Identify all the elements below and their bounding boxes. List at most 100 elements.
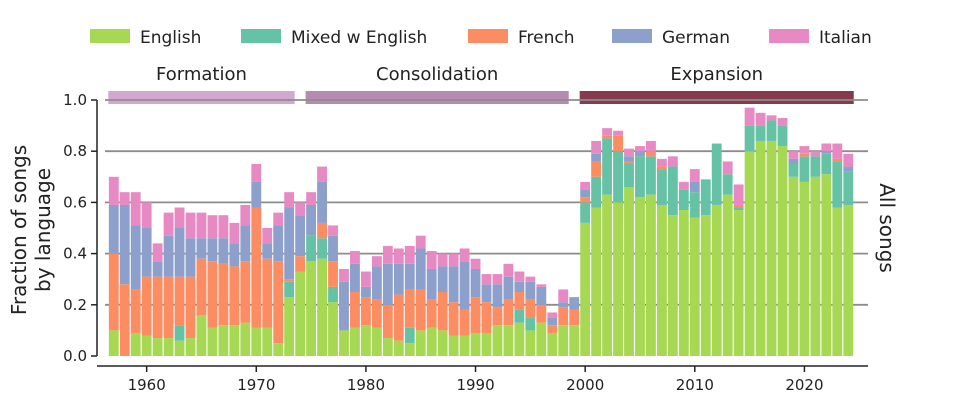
bar-2018 [777,117,788,356]
bar-segment-italian [591,140,602,154]
bar-segment-german [328,235,338,262]
bar-segment-italian [799,146,810,154]
bar-segment-english [284,297,295,356]
bar-segment-italian [119,192,130,205]
bar-1981 [371,256,382,356]
bar-1962 [163,212,174,356]
bar-segment-german [415,248,426,290]
bar-segment-german [350,263,360,292]
bar-1997 [547,312,558,356]
bar-segment-mixed-w-english [284,281,295,298]
bar-segment-german [207,238,218,262]
bar-segment-english [371,327,382,356]
bar-segment-english [547,332,558,356]
bar-segment-german [196,238,207,259]
bar-segment-mixed-w-english [328,286,338,303]
bar-2021 [810,151,821,356]
bar-segment-german [284,207,295,280]
bar-segment-french [591,161,602,177]
y-tick-label: 1.0 [63,91,87,109]
bar-segment-mixed-w-english [722,174,733,195]
bar-segment-english [415,330,426,356]
x-tick-label: 1980 [347,376,385,394]
bar-segment-mixed-w-english [580,202,591,223]
bar-segment-english [843,204,854,356]
bar-segment-english [470,332,481,356]
bar-segment-mixed-w-english [525,317,536,331]
bar-segment-italian [382,245,393,264]
bar-1965 [196,212,207,356]
bar-segment-german [580,189,591,198]
bar-segment-mixed-w-english [678,189,689,211]
bar-segment-french [569,309,580,326]
bar-2016 [755,112,766,356]
bar-segment-german [393,263,404,295]
y-tick-label: 0.8 [63,142,87,160]
bar-segment-german [426,268,437,300]
bar-segment-italian [766,115,777,121]
y-axis-title-line2: by language [31,168,55,292]
bar-segment-french [163,276,174,339]
bar-segment-german [689,181,700,193]
bar-segment-english [722,194,733,356]
bar-segment-mixed-w-english [306,235,317,262]
bar-segment-mixed-w-english [766,120,777,141]
bar-segment-italian [251,164,262,182]
bar-segment-german [525,281,536,300]
bar-segment-italian [108,176,119,205]
bar-segment-english [711,204,722,356]
bar-2024 [843,153,854,356]
x-tick-label: 1970 [237,376,275,394]
bar-segment-german [295,215,306,257]
bar-segment-german [591,153,602,162]
bar-segment-english [306,261,317,356]
bar-segment-mixed-w-english [821,153,832,175]
bar-segment-english [821,174,832,356]
bar-segment-french [437,292,448,331]
bar-segment-german [492,284,503,308]
bar-1995 [525,276,536,356]
bar-segment-english [328,302,338,356]
bar-segment-mixed-w-english [656,169,667,205]
bar-1978 [339,268,349,356]
bar-segment-french [174,276,185,326]
bar-2011 [700,179,711,356]
bar-segment-english [262,327,273,356]
bar-segment-french [503,299,514,326]
bar-segment-german [339,281,349,331]
bar-segment-french [404,289,415,328]
bar-segment-mixed-w-english [733,207,744,211]
legend-item-mixed-w-english: Mixed w English [241,28,427,48]
bar-segment-french [295,256,306,272]
y-tick-label: 0.2 [63,296,87,314]
bar-2010 [689,169,700,356]
bar-segment-german [218,238,229,264]
bar-1976 [317,166,327,356]
bar-segment-english [196,315,207,356]
y-tick-label: 0.0 [63,347,87,365]
bar-segment-italian [525,276,536,282]
bar-segment-english [624,187,634,356]
bar-1979 [350,251,360,356]
bar-segment-mixed-w-english [624,164,634,188]
bar-segment-english [810,176,821,356]
bar-1985 [415,235,426,356]
bar-2019 [788,151,799,356]
bar-segment-english [536,322,547,356]
bar-1966 [207,215,218,356]
bar-segment-german [448,266,459,303]
bar-segment-german [558,302,569,308]
bar-segment-german [514,281,525,292]
legend-swatch [241,29,281,43]
bar-segment-french [284,279,295,282]
period-bands: Formation Consolidation Expansion [108,64,854,104]
bar-segment-english [558,325,569,356]
bar-segment-french [108,253,119,331]
bar-segment-italian [667,156,678,167]
bar-segment-italian [229,222,240,244]
bar-segment-english [744,151,755,356]
bar-segment-mixed-w-english [514,309,525,323]
bar-segment-french [525,299,536,318]
bar-1977 [328,225,338,356]
bar-segment-french [492,307,503,326]
